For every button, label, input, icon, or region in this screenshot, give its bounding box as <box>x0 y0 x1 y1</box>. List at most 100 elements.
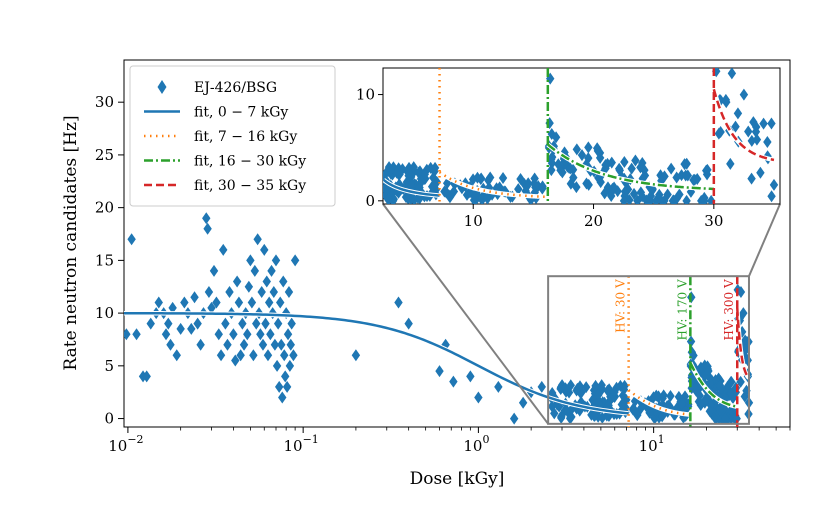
inset-data-point <box>432 175 442 188</box>
data-point <box>124 328 131 341</box>
data-point <box>214 328 223 341</box>
data-point <box>617 398 627 411</box>
legend-label: fit, 16 − 30 kGy <box>194 154 306 170</box>
data-point <box>563 405 572 418</box>
data-point <box>618 389 628 402</box>
inset-data-point <box>483 192 492 204</box>
inset-data-point <box>606 187 616 200</box>
data-point <box>223 338 232 351</box>
legend-label: fit, 0 − 7 kGy <box>194 105 288 121</box>
inset-data-point <box>600 187 609 200</box>
inset-data-point <box>751 125 761 138</box>
zoom-connector <box>748 203 781 277</box>
data-point <box>142 370 151 383</box>
inset-data-point <box>747 172 756 185</box>
data-point <box>351 349 361 362</box>
inset-x-tick-label: 30 <box>704 212 723 230</box>
x-tick-exponent: 1 <box>658 433 665 446</box>
data-point <box>557 410 566 423</box>
inset-fit-line <box>383 178 440 197</box>
data-point <box>704 364 713 377</box>
data-point <box>202 212 211 225</box>
data-point <box>739 307 748 320</box>
voltage-label: HV: 170 V <box>675 279 689 341</box>
inset-data-point <box>726 157 735 170</box>
data-point <box>280 349 289 362</box>
inset-data-point <box>473 171 482 184</box>
inset-data-point <box>584 141 593 154</box>
y-tick-label: 0 <box>104 410 114 428</box>
data-point <box>203 222 212 235</box>
data-point <box>216 349 226 362</box>
inset-data-point <box>595 146 605 159</box>
data-point <box>581 381 591 394</box>
data-point <box>127 233 136 246</box>
data-point <box>207 301 216 314</box>
data-point <box>290 254 300 267</box>
inset-data-point <box>498 172 508 185</box>
inset-data-point <box>627 162 636 175</box>
data-point <box>636 403 645 416</box>
inset-data-point <box>633 194 642 204</box>
y-tick-label: 20 <box>95 199 114 217</box>
data-point <box>561 382 570 395</box>
data-point <box>274 380 284 393</box>
data-point <box>667 403 676 416</box>
inset-data-point <box>516 172 525 185</box>
inset-data-point <box>693 172 702 185</box>
data-point <box>212 296 221 309</box>
data-point <box>572 384 581 397</box>
data-point <box>266 328 275 341</box>
x-axis-label: Dose [kGy] <box>410 469 505 489</box>
inset-data-point <box>681 169 690 182</box>
inset-data-point <box>680 158 689 171</box>
data-point <box>272 359 282 372</box>
data-point <box>686 335 696 348</box>
data-point <box>263 349 273 362</box>
data-point <box>196 338 205 351</box>
data-point <box>262 275 271 288</box>
inset-data-point <box>547 164 556 177</box>
data-point <box>278 391 287 404</box>
data-point <box>404 317 413 330</box>
data-point <box>244 280 254 293</box>
inset-data-point <box>644 194 654 204</box>
data-point <box>603 384 612 397</box>
data-point <box>723 380 732 393</box>
legend-label: fit, 7 − 16 kGy <box>194 129 297 145</box>
zoom-box <box>547 275 750 425</box>
data-point <box>604 399 613 412</box>
legend-box <box>129 65 336 207</box>
data-point <box>277 338 286 351</box>
data-point <box>252 317 261 330</box>
data-point <box>474 391 483 404</box>
inset-data-point <box>682 194 691 204</box>
y-tick-label: 25 <box>95 146 114 164</box>
inset-data-point <box>669 194 678 204</box>
inset-data-point <box>744 125 753 138</box>
data-point <box>394 296 403 309</box>
data-point <box>736 375 745 388</box>
data-point <box>249 349 258 362</box>
zoom-connector <box>382 203 549 425</box>
legend-marker <box>157 80 167 94</box>
inset-data-point <box>603 181 613 194</box>
inset-data-point <box>749 116 758 129</box>
legend-label: EJ-426/BSG <box>194 80 277 96</box>
zoom-indicator <box>382 203 781 425</box>
inset-data-point <box>689 173 698 186</box>
inset-data-point <box>621 176 630 189</box>
data-point <box>700 396 710 409</box>
data-point <box>270 338 280 351</box>
x-tick-exponent: −1 <box>303 433 319 446</box>
inset-data-point <box>601 159 610 172</box>
data-point <box>673 400 683 413</box>
inset-data-point <box>620 185 630 198</box>
inset-data-point <box>420 168 430 181</box>
inset-data-point <box>572 143 582 156</box>
inset-data-point <box>584 178 593 191</box>
data-point <box>209 264 219 277</box>
x-tick-label: 10−1 <box>283 433 318 455</box>
inset-data-point <box>462 188 472 201</box>
data-point <box>187 322 196 335</box>
